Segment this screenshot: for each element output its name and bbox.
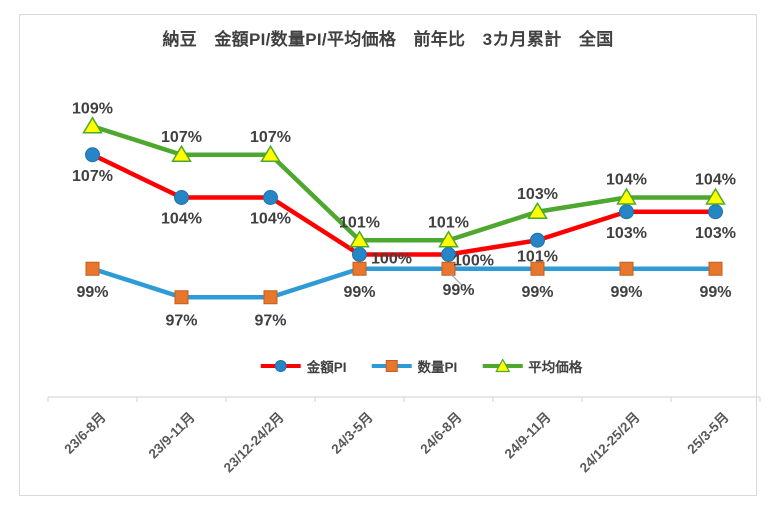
marker-circle — [85, 147, 100, 163]
legend-blue-line-square-icon — [371, 360, 412, 372]
legend-label-average-price: 平均価格 — [528, 360, 583, 375]
marker-circle — [352, 247, 367, 262]
marker-square — [441, 261, 456, 276]
x-axis-label: 23/9-11月 — [146, 410, 198, 462]
legend-red-line-circle-icon — [260, 360, 301, 372]
x-axis-label: 23/12-24/2月 — [221, 410, 287, 476]
series-line-1 — [90, 266, 718, 300]
data-label: 99% — [610, 284, 642, 301]
legend-label-amount-pi: 金額PI — [306, 360, 347, 375]
marker-circle — [174, 190, 189, 205]
data-label: 101% — [428, 214, 469, 231]
marker-square — [530, 261, 545, 276]
marker-circle — [708, 204, 723, 220]
data-label: 103% — [695, 225, 736, 242]
x-axis-label: 24/3-5月 — [328, 410, 375, 457]
marker-triangle — [171, 144, 192, 162]
chart-legend: 金額PI 数量PI 平均価格 — [260, 356, 582, 376]
marker-square — [263, 290, 278, 305]
legend-item-quantity-pi: 数量PI — [371, 356, 458, 376]
label-leader-line — [450, 273, 463, 286]
x-axis-label: 23/6-8月 — [61, 410, 108, 457]
data-label: 107% — [250, 129, 291, 146]
legend-green-line-triangle-icon — [482, 359, 523, 373]
marker-square — [708, 261, 723, 276]
data-label: 99% — [521, 284, 553, 301]
marker-circle — [263, 190, 278, 205]
marker-square — [174, 290, 189, 305]
marker-triangle — [349, 230, 370, 248]
marker-circle — [530, 232, 545, 248]
data-label: 101% — [517, 248, 558, 265]
data-label: 99% — [343, 284, 375, 301]
data-label: 104% — [695, 172, 736, 189]
x-axis-label: 24/12-25/2月 — [577, 410, 643, 476]
legend-label-quantity-pi: 数量PI — [417, 360, 458, 375]
marker-triangle — [82, 116, 103, 134]
data-label: 99% — [442, 282, 474, 299]
marker-triangle — [527, 201, 548, 219]
marker-square — [85, 261, 100, 276]
marker-triangle — [260, 144, 281, 162]
series-line-0 — [90, 152, 718, 257]
chart-title: 納豆 金額PI/数量PI/平均価格 前年比 3カ月累計 全国 — [162, 30, 614, 49]
data-label: 99% — [699, 284, 731, 301]
x-axis-label: 24/6-8月 — [417, 410, 464, 457]
marker-triangle — [705, 187, 726, 205]
x-axis-label: 25/3-5月 — [684, 410, 731, 457]
data-label: 103% — [517, 186, 558, 203]
marker-square — [352, 261, 367, 276]
data-label: 103% — [606, 225, 647, 242]
legend-item-average-price: 平均価格 — [481, 356, 582, 376]
data-label: 100% — [371, 251, 412, 268]
data-label: 109% — [72, 100, 113, 117]
data-label: 100% — [453, 253, 494, 270]
marker-square — [619, 261, 634, 276]
x-axis-label: 24/9-11月 — [502, 410, 554, 462]
data-label: 104% — [606, 172, 647, 189]
data-label: 107% — [161, 129, 202, 146]
data-label: 99% — [76, 284, 108, 301]
data-label: 107% — [72, 168, 113, 185]
marker-circle — [619, 204, 634, 220]
data-label: 104% — [250, 211, 291, 228]
data-label: 101% — [339, 214, 380, 231]
data-label: 97% — [254, 312, 286, 329]
series-line-2 — [90, 124, 718, 243]
legend-item-amount-pi: 金額PI — [260, 356, 347, 376]
marker-triangle — [616, 187, 637, 205]
data-label: 97% — [165, 312, 197, 329]
data-label: 104% — [161, 211, 202, 228]
marker-triangle — [438, 230, 459, 248]
